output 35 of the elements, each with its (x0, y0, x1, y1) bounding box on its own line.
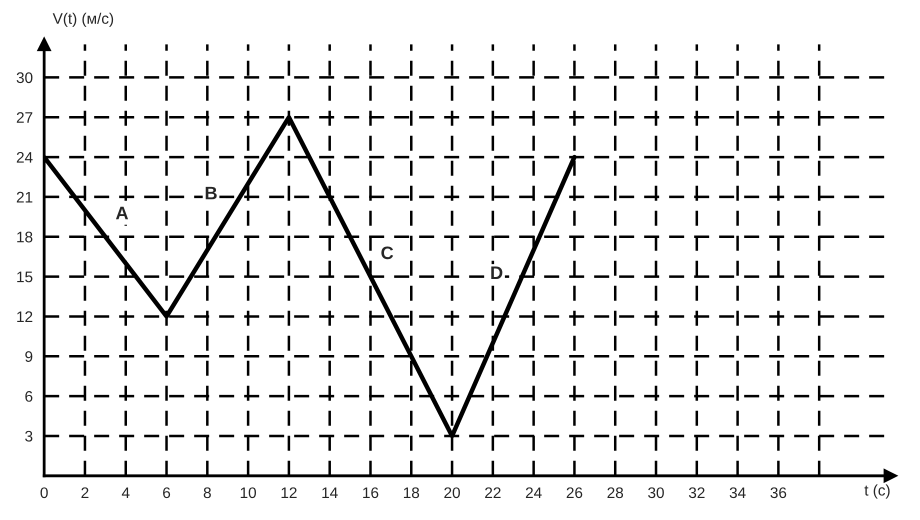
x-tick-label: 24 (526, 487, 542, 498)
x-tick-label: 20 (444, 487, 460, 498)
x-axis-title: t (с) (864, 484, 890, 499)
y-tick-label: 15 (17, 272, 32, 282)
y-tick-label: 9 (25, 351, 32, 362)
y-tick-label: 18 (17, 232, 32, 242)
x-tick-label: 28 (608, 487, 624, 498)
x-tick-label: 30 (648, 487, 664, 498)
x-tick-label: 26 (566, 487, 582, 498)
x-tick-label: 12 (282, 487, 297, 498)
y-tick-label: 21 (16, 192, 32, 202)
x-tick-label: 22 (485, 487, 501, 498)
x-tick-label: 6 (163, 487, 170, 498)
x-tick-label: 0 (40, 487, 48, 498)
x-tick-label: 32 (688, 487, 705, 498)
y-axis-title: V(t) (м/с) (52, 12, 114, 27)
x-tick-label: 16 (363, 487, 378, 498)
y-tick-label: 3 (25, 430, 32, 442)
x-tick-label: 34 (730, 487, 746, 498)
x-tick-label: 10 (240, 487, 256, 498)
x-tick-label: 4 (122, 487, 130, 498)
annotation: C (381, 246, 394, 260)
y-tick-label: 24 (16, 152, 33, 163)
y-tick-label: 12 (17, 311, 32, 322)
annotation: D (491, 266, 502, 279)
x-tick-label: 8 (204, 487, 211, 498)
x-tick-label: 18 (404, 487, 420, 498)
y-tick-label: 27 (16, 112, 32, 123)
annotation: B (206, 186, 217, 200)
x-tick-label: 2 (81, 487, 88, 498)
annotation: A (116, 206, 128, 220)
y-tick-label: 6 (25, 390, 32, 402)
y-tick-label: 30 (16, 72, 32, 84)
x-tick-label: 14 (322, 487, 338, 498)
x-tick-label: 36 (770, 487, 786, 498)
